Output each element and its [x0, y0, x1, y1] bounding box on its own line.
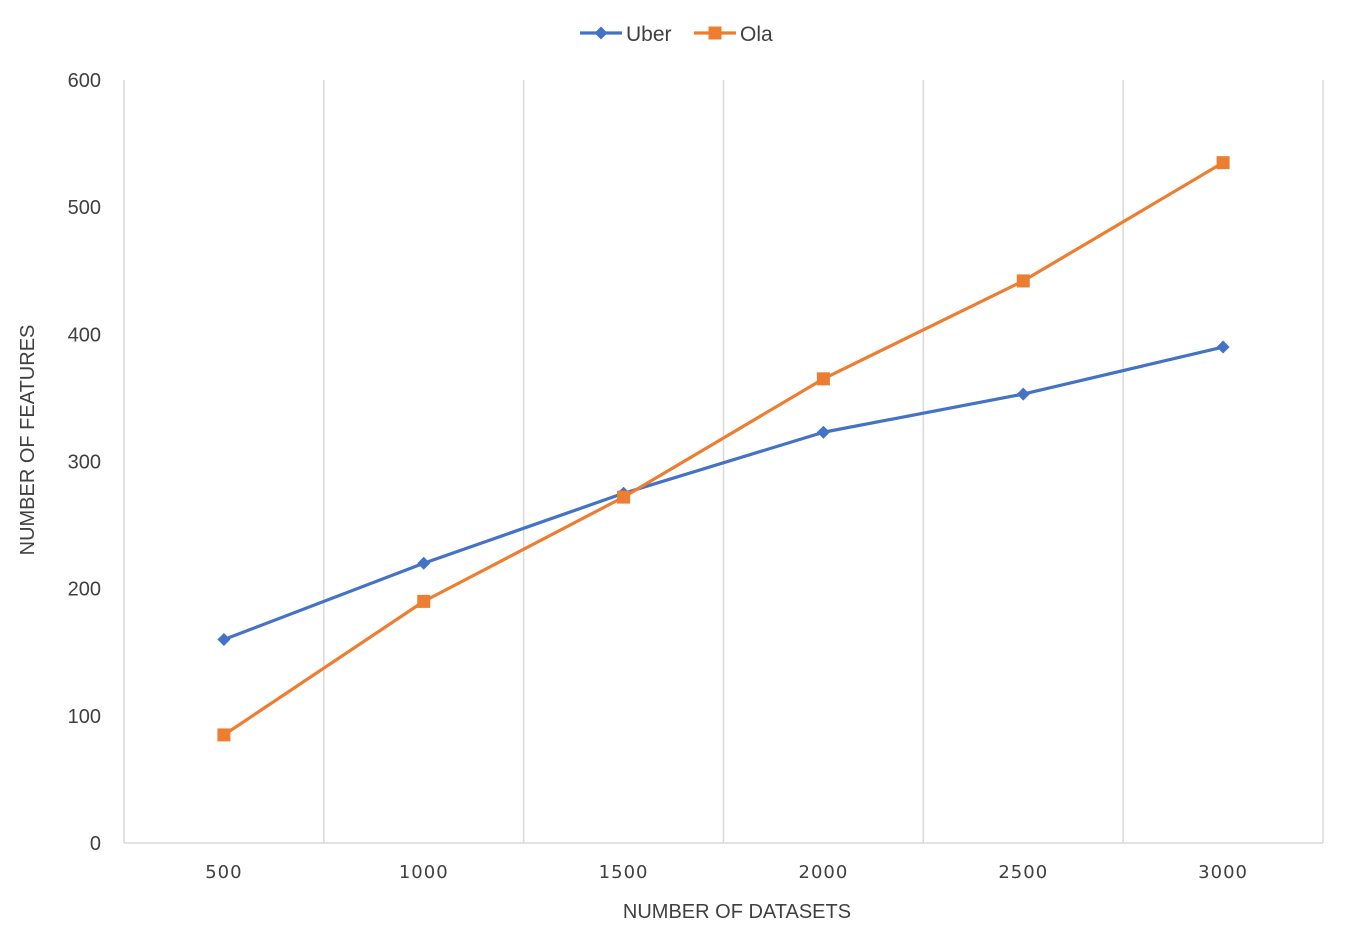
data-point-uber [217, 633, 231, 647]
y-tick-label: 500 [68, 197, 101, 219]
series-ola [217, 156, 1230, 742]
y-axis-title: NUMBER OF FEATURES [17, 325, 39, 556]
y-tick-label: 400 [68, 324, 101, 346]
data-point-ola [1216, 156, 1230, 170]
legend-label: Uber [626, 23, 672, 46]
legend: Uber Ola [580, 23, 773, 46]
x-axis-ticks: 500 1000 1500 2000 2500 3000 [205, 862, 1248, 883]
x-tick-label: 1500 [599, 862, 649, 883]
legend-item-uber: Uber [580, 23, 672, 46]
data-point-ola [617, 490, 631, 504]
x-tick-label: 3000 [1198, 862, 1248, 883]
y-tick-label: 100 [68, 706, 101, 728]
x-tick-label: 1000 [399, 862, 449, 883]
legend-item-ola: Ola [694, 23, 773, 46]
x-tick-label: 500 [205, 862, 242, 883]
data-point-uber [1216, 340, 1230, 354]
series-line-ola [222, 161, 1225, 737]
data-point-ola [1016, 274, 1030, 288]
legend-label: Ola [740, 23, 773, 46]
x-tick-label: 2000 [799, 862, 849, 883]
data-point-uber [1016, 387, 1030, 401]
y-tick-label: 300 [68, 452, 101, 474]
y-tick-label: 200 [68, 579, 101, 601]
gridlines [123, 80, 1324, 843]
y-tick-label: 600 [68, 70, 101, 92]
legend-swatch-marker [708, 26, 722, 40]
legend-swatch-marker [594, 26, 608, 40]
data-point-ola [816, 372, 830, 386]
y-axis-ticks: 0 100 200 300 400 500 600 [68, 70, 101, 855]
data-point-ola [417, 594, 431, 608]
y-tick-label: 0 [90, 833, 101, 855]
x-tick-label: 2500 [998, 862, 1048, 883]
series-line-uber [222, 345, 1225, 642]
data-point-uber [417, 556, 431, 570]
x-axis-title: NUMBER OF DATASETS [623, 901, 851, 923]
data-point-uber [816, 425, 830, 439]
series-layer [217, 156, 1230, 742]
data-point-ola [217, 728, 231, 742]
